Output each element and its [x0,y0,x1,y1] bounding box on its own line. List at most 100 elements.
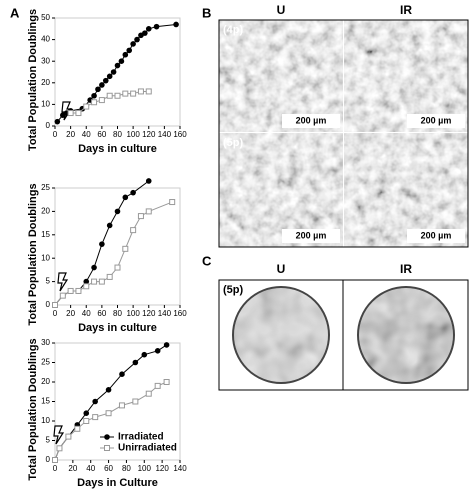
marker [137,213,144,220]
marker [173,21,179,28]
y-tick-label: 10 [41,253,50,262]
marker [145,88,152,95]
x-tick-label: 20 [66,309,75,318]
y-tick-label: 15 [41,230,50,239]
marker [105,410,112,417]
y-tick-label: 20 [41,207,50,216]
x-tick-label: 120 [142,309,156,318]
marker [75,287,82,294]
marker [118,58,125,64]
x-tick-label: 20 [66,130,75,139]
colonies [359,288,453,382]
scale-bars: 200 µm 200 µm 200 µm 200 µm [282,114,465,243]
y-tick-label: 20 [41,377,50,386]
marker [98,97,105,104]
legend-label: Unirradiated [118,443,177,454]
x-tick-label: 40 [82,309,91,318]
marker [154,382,161,389]
x-tick-label: 0 [53,309,58,318]
marker [130,189,136,196]
marker [145,208,152,215]
panel-label: B [202,5,211,20]
column-label: IR [400,262,412,276]
x-tick-label: 100 [126,130,140,139]
y-tick-label: 30 [41,56,50,65]
marker [52,457,58,463]
marker [118,402,125,409]
scale-label: 200 µm [296,115,327,125]
marker [54,118,61,125]
marker [65,433,72,440]
marker [122,51,129,58]
x-tick-label: 0 [53,130,58,139]
marker [67,110,74,117]
y-tick-label: 0 [46,121,51,130]
x-tick-label: 40 [86,464,95,473]
y-tick-label: 30 [41,338,50,347]
marker [132,359,139,366]
marker [169,199,176,206]
scale-bar [282,229,340,243]
y-tick-label: 40 [41,35,50,44]
marker [114,92,121,99]
marker [142,30,148,36]
x-tick-label: 80 [113,309,122,318]
panel-label: C [202,253,212,268]
row-label: (5p) [223,284,244,296]
arrow [53,425,65,445]
marker [145,26,152,32]
dishes [232,286,455,384]
marker [106,222,113,229]
marker [130,90,137,97]
marker [75,110,82,117]
column-label: IR [400,3,412,17]
arrow [57,272,69,292]
x-tick-label: 120 [155,464,169,473]
micrograph [219,133,343,247]
x-tick-label: 80 [122,464,131,473]
legend-label: Irradiated [118,432,164,443]
scale-label: 200 µm [296,230,327,240]
x-tick-label: 140 [158,130,172,139]
marker [56,445,63,452]
marker [91,264,97,271]
y-tick-label: 25 [41,183,50,192]
marker [83,283,90,290]
scale-bar [282,114,340,128]
micrograph [219,20,343,132]
marker [106,92,113,99]
y-tick-label: 0 [46,300,51,309]
marker [122,245,129,252]
column-label: U [277,262,286,276]
row-label: (4p) [223,24,244,36]
y-axis-label: Total Population Doublings [27,9,39,151]
legend-marker [104,434,110,440]
x-axis-label: Days in culture [78,143,157,155]
row-label: (5p) [223,137,244,149]
marker [83,418,90,424]
plot-frame [54,187,181,306]
y-tick-label: 15 [41,397,50,406]
marker [92,398,98,405]
marker [119,371,125,378]
marker [102,77,109,84]
y-tick-label: 5 [46,436,51,445]
marker [106,273,113,280]
marker [163,379,170,385]
marker [132,398,139,405]
y-tick-label: 10 [41,100,50,109]
x-tick-label: 140 [173,464,187,473]
y-tick-label: 10 [41,416,50,425]
marker [91,92,97,99]
x-tick-label: 160 [173,130,187,139]
marker [74,425,81,432]
x-tick-label: 160 [173,309,187,318]
frame [218,19,469,248]
micrograph [344,20,468,132]
x-axis-label: Days in Culture [77,477,158,489]
marker [114,264,121,271]
marker [98,278,105,285]
marker [83,278,90,285]
marker [105,387,112,393]
